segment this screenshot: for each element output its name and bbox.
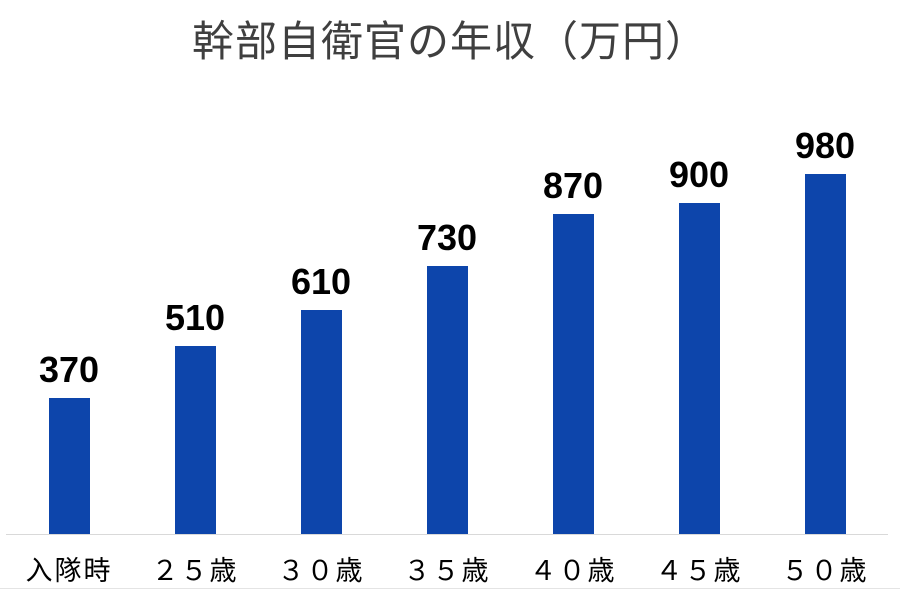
bar	[300, 310, 342, 534]
x-axis-label: ２５歳	[151, 556, 239, 586]
bar-value-label: 370	[38, 349, 100, 391]
plot-area: 370 510 610 730 870 900 980	[6, 100, 888, 534]
bar-value-label: 510	[164, 297, 226, 339]
bar	[552, 214, 594, 534]
bar-value-label: 610	[290, 261, 352, 303]
bar	[678, 203, 720, 534]
bar-group: 900	[636, 100, 762, 534]
bar-group: 610	[258, 100, 384, 534]
x-axis-label: ５０歳	[781, 556, 869, 586]
x-axis-labels-row: 入隊時 ２５歳 ３０歳 ３５歳 ４０歳 ４５歳 ５０歳	[6, 549, 888, 588]
bar-group: 980	[762, 100, 888, 534]
x-axis-label: ３５歳	[403, 556, 491, 586]
bar-value-label: 870	[542, 165, 604, 207]
bar-value-label: 900	[668, 154, 730, 196]
bar-value-label: 730	[416, 217, 478, 259]
x-axis-label: ４５歳	[655, 556, 743, 586]
chart-title: 幹部自衛官の年収（万円）	[191, 18, 708, 65]
bar-group: 370	[6, 100, 132, 534]
chart-bottom-border	[0, 588, 900, 589]
bar	[48, 398, 90, 534]
bar-value-label: 980	[794, 125, 856, 167]
x-axis-label: 入隊時	[25, 556, 113, 586]
bar	[426, 266, 468, 534]
bar-group: 870	[510, 100, 636, 534]
bar	[174, 346, 216, 534]
x-axis-label: ４０歳	[529, 556, 617, 586]
bar-group: 730	[384, 100, 510, 534]
x-axis-line	[6, 534, 888, 535]
bar-group: 510	[132, 100, 258, 534]
x-axis-label: ３０歳	[277, 556, 365, 586]
bar	[804, 174, 846, 534]
